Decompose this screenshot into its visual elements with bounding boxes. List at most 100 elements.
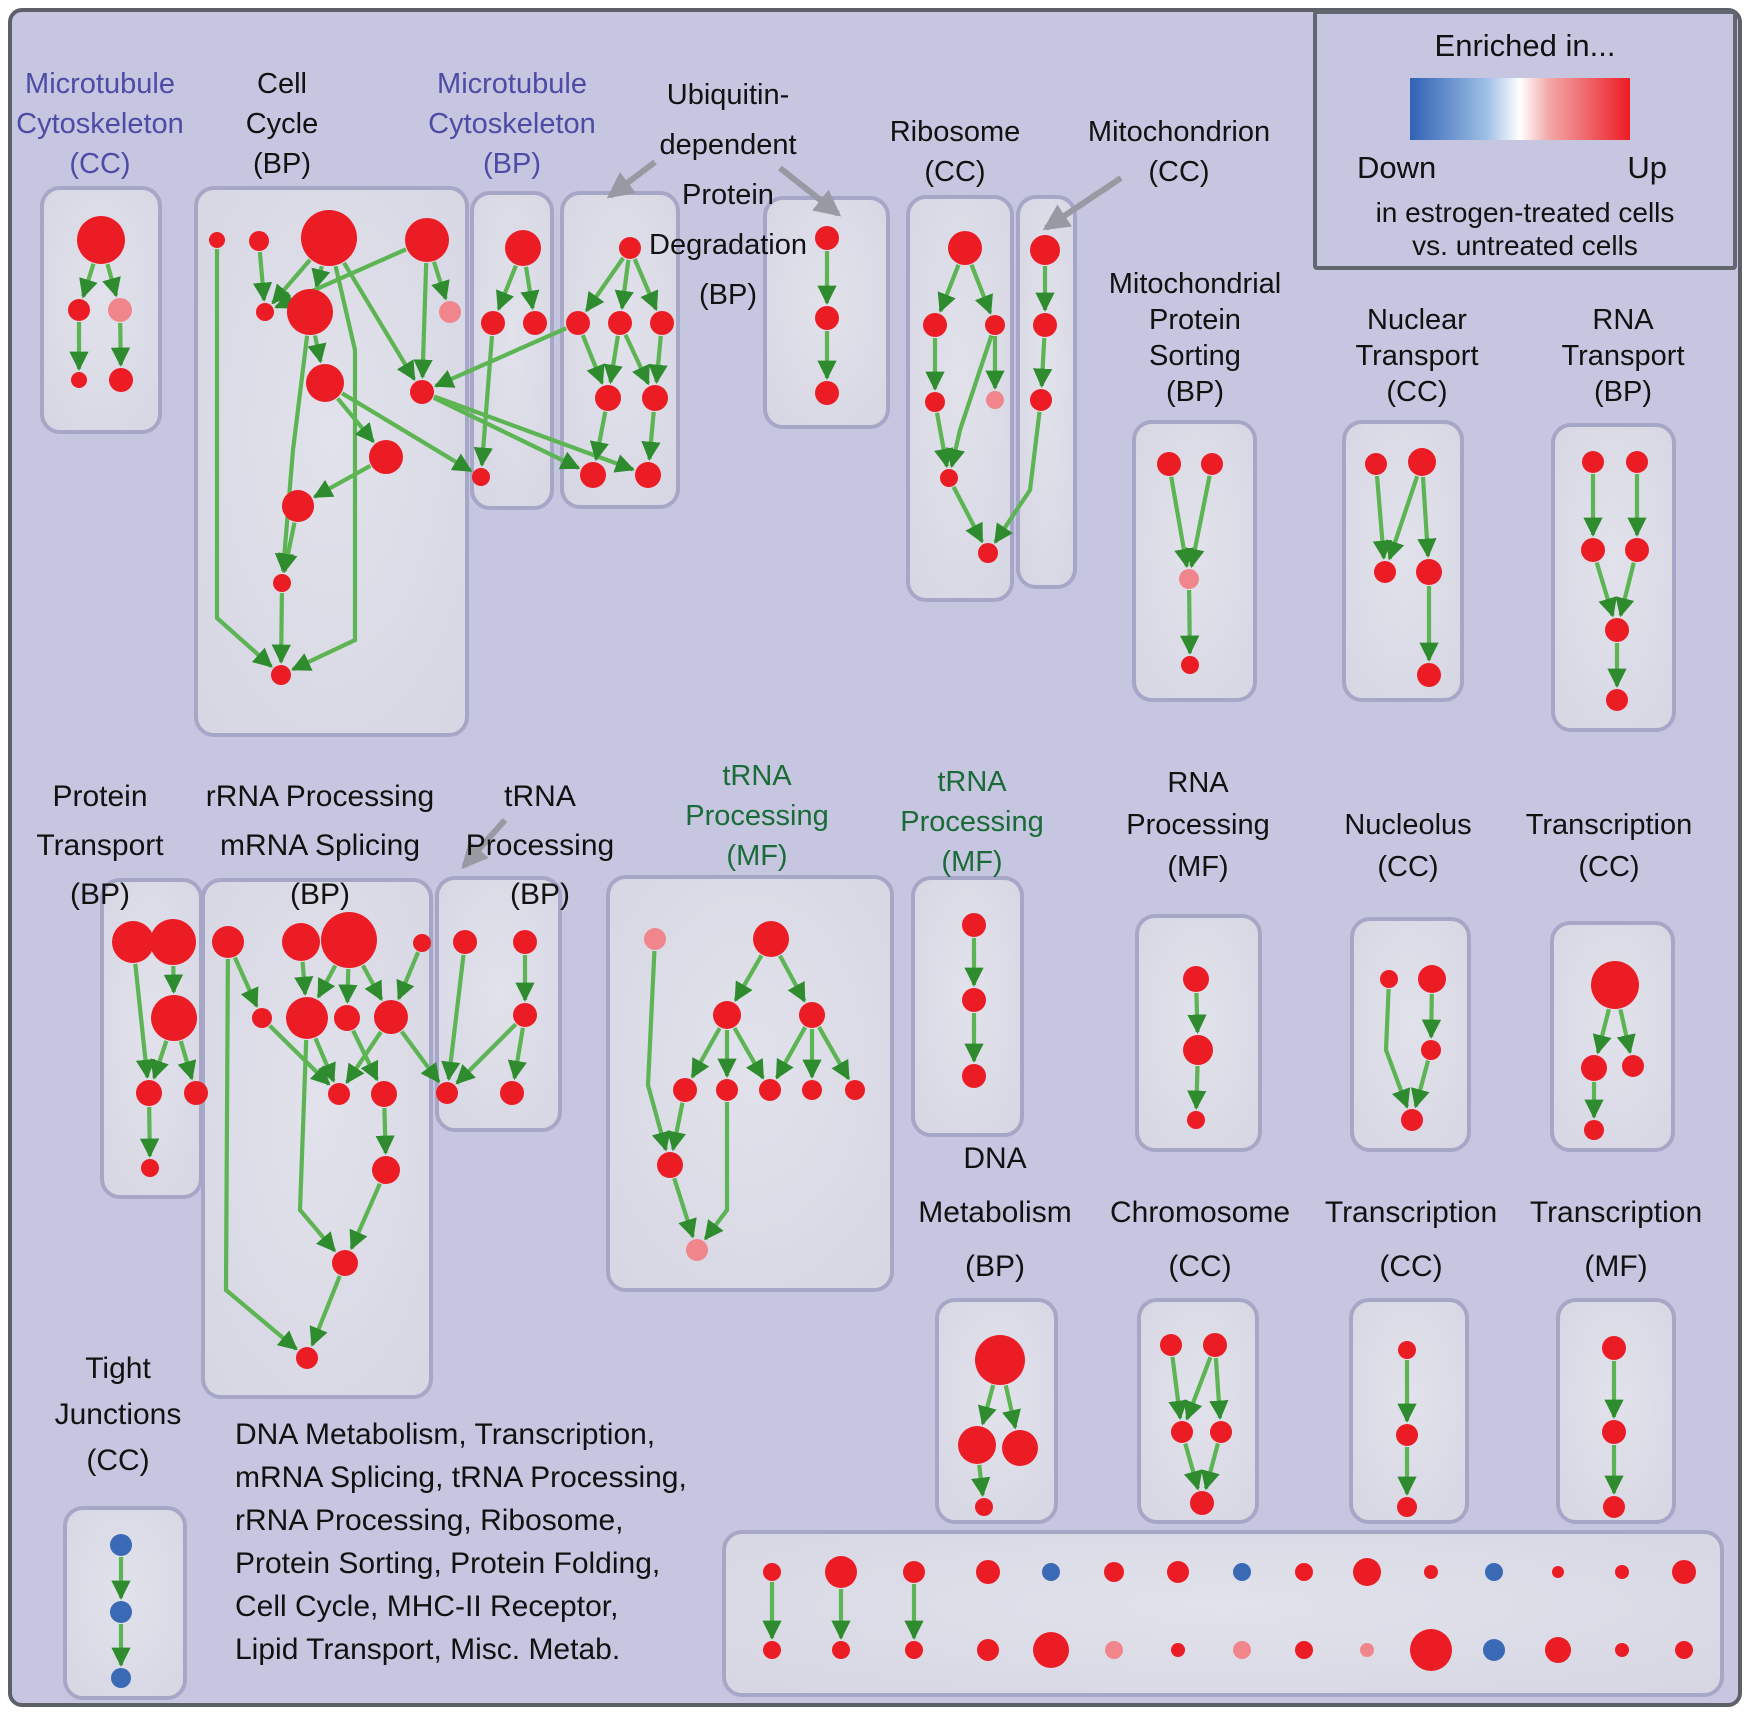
go-term-node[interactable] bbox=[1675, 1641, 1693, 1659]
go-term-node[interactable] bbox=[1171, 1643, 1185, 1657]
go-term-node[interactable] bbox=[523, 311, 547, 335]
go-term-node[interactable] bbox=[657, 1152, 683, 1178]
go-term-node[interactable] bbox=[962, 913, 986, 937]
go-term-node[interactable] bbox=[249, 231, 269, 251]
go-term-node[interactable] bbox=[500, 1081, 524, 1105]
go-term-node[interactable] bbox=[716, 1079, 738, 1101]
go-term-node[interactable] bbox=[1421, 1040, 1441, 1060]
go-term-node[interactable] bbox=[753, 921, 789, 957]
go-term-node[interactable] bbox=[759, 1079, 781, 1101]
go-term-node[interactable] bbox=[1201, 453, 1223, 475]
go-term-node[interactable] bbox=[1602, 1420, 1626, 1444]
go-term-node[interactable] bbox=[68, 299, 90, 321]
go-term-node[interactable] bbox=[1582, 451, 1604, 473]
go-term-node[interactable] bbox=[252, 1008, 272, 1028]
go-term-node[interactable] bbox=[1545, 1637, 1571, 1663]
go-term-node[interactable] bbox=[1179, 569, 1199, 589]
go-term-node[interactable] bbox=[111, 1668, 131, 1688]
go-term-node[interactable] bbox=[1105, 1641, 1123, 1659]
go-term-node[interactable] bbox=[372, 1156, 400, 1184]
go-term-node[interactable] bbox=[301, 210, 357, 266]
go-term-node[interactable] bbox=[1042, 1563, 1060, 1581]
go-term-node[interactable] bbox=[405, 218, 449, 262]
go-term-node[interactable] bbox=[513, 1003, 537, 1027]
go-term-node[interactable] bbox=[1615, 1565, 1629, 1579]
go-term-node[interactable] bbox=[905, 1641, 923, 1659]
go-term-node[interactable] bbox=[136, 1080, 162, 1106]
go-term-node[interactable] bbox=[1622, 1055, 1644, 1077]
go-term-node[interactable] bbox=[962, 1064, 986, 1088]
go-term-node[interactable] bbox=[815, 226, 839, 250]
go-term-node[interactable] bbox=[1603, 1496, 1625, 1518]
go-term-node[interactable] bbox=[481, 311, 505, 335]
go-term-node[interactable] bbox=[845, 1080, 865, 1100]
go-term-node[interactable] bbox=[141, 1159, 159, 1177]
go-term-node[interactable] bbox=[1625, 538, 1649, 562]
go-term-node[interactable] bbox=[1295, 1641, 1313, 1659]
go-term-node[interactable] bbox=[976, 1560, 1000, 1584]
go-term-node[interactable] bbox=[832, 1641, 850, 1659]
go-term-node[interactable] bbox=[958, 1426, 996, 1464]
go-term-node[interactable] bbox=[371, 1081, 397, 1107]
go-term-node[interactable] bbox=[374, 1000, 408, 1034]
go-term-node[interactable] bbox=[273, 574, 291, 592]
go-term-node[interactable] bbox=[962, 988, 986, 1012]
go-term-node[interactable] bbox=[1160, 1334, 1182, 1356]
go-term-node[interactable] bbox=[410, 380, 434, 404]
go-term-node[interactable] bbox=[334, 1005, 360, 1031]
go-term-node[interactable] bbox=[1584, 1120, 1604, 1140]
go-term-node[interactable] bbox=[580, 462, 606, 488]
go-term-node[interactable] bbox=[110, 1534, 132, 1556]
go-term-node[interactable] bbox=[1190, 1491, 1214, 1515]
go-term-node[interactable] bbox=[212, 926, 244, 958]
go-term-node[interactable] bbox=[1104, 1562, 1124, 1582]
go-term-node[interactable] bbox=[256, 303, 274, 321]
go-term-node[interactable] bbox=[1365, 453, 1387, 475]
go-term-node[interactable] bbox=[1033, 1632, 1069, 1668]
go-term-node[interactable] bbox=[1591, 961, 1639, 1009]
go-term-node[interactable] bbox=[1485, 1563, 1503, 1581]
go-term-node[interactable] bbox=[1181, 656, 1199, 674]
go-term-node[interactable] bbox=[1233, 1563, 1251, 1581]
go-term-node[interactable] bbox=[1033, 313, 1057, 337]
go-term-node[interactable] bbox=[815, 306, 839, 330]
go-term-node[interactable] bbox=[271, 665, 291, 685]
go-term-node[interactable] bbox=[903, 1561, 925, 1583]
go-term-node[interactable] bbox=[986, 391, 1004, 409]
go-term-node[interactable] bbox=[287, 289, 333, 335]
go-term-node[interactable] bbox=[1167, 1561, 1189, 1583]
go-term-node[interactable] bbox=[286, 997, 328, 1039]
go-term-node[interactable] bbox=[1615, 1643, 1629, 1657]
go-term-node[interactable] bbox=[150, 919, 196, 965]
go-term-node[interactable] bbox=[608, 311, 632, 335]
go-term-node[interactable] bbox=[306, 364, 344, 402]
go-term-node[interactable] bbox=[650, 311, 674, 335]
go-term-node[interactable] bbox=[282, 923, 320, 961]
go-term-node[interactable] bbox=[1210, 1421, 1232, 1443]
go-term-node[interactable] bbox=[1417, 663, 1441, 687]
go-term-node[interactable] bbox=[1183, 1035, 1213, 1065]
go-term-node[interactable] bbox=[1410, 1629, 1452, 1671]
go-term-node[interactable] bbox=[77, 216, 125, 264]
go-term-node[interactable] bbox=[1416, 559, 1442, 585]
go-term-node[interactable] bbox=[673, 1078, 697, 1102]
go-term-node[interactable] bbox=[1380, 970, 1398, 988]
go-term-node[interactable] bbox=[975, 1498, 993, 1516]
go-term-node[interactable] bbox=[975, 1335, 1025, 1385]
go-term-node[interactable] bbox=[1483, 1639, 1505, 1661]
go-term-node[interactable] bbox=[1374, 561, 1396, 583]
go-term-node[interactable] bbox=[595, 385, 621, 411]
go-term-node[interactable] bbox=[1030, 235, 1060, 265]
go-term-node[interactable] bbox=[1418, 965, 1446, 993]
go-term-node[interactable] bbox=[1552, 1566, 1564, 1578]
go-term-node[interactable] bbox=[815, 381, 839, 405]
go-term-node[interactable] bbox=[1581, 1055, 1607, 1081]
go-term-node[interactable] bbox=[332, 1250, 358, 1276]
go-term-node[interactable] bbox=[1605, 618, 1629, 642]
go-term-node[interactable] bbox=[1408, 448, 1436, 476]
go-term-node[interactable] bbox=[1157, 452, 1181, 476]
go-term-node[interactable] bbox=[948, 231, 982, 265]
go-term-node[interactable] bbox=[1030, 389, 1052, 411]
go-term-node[interactable] bbox=[1187, 1111, 1205, 1129]
go-term-node[interactable] bbox=[619, 237, 641, 259]
